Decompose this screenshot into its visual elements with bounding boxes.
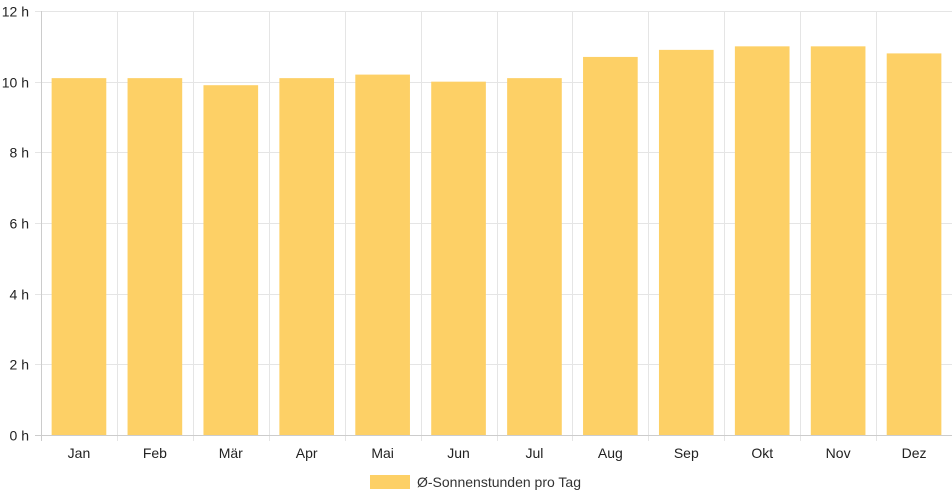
x-axis-ticks: Jan Feb Mär Apr Mai Jun Jul Aug Sep Okt Nov Dez — [68, 445, 927, 461]
bar-jan[interactable] — [51, 78, 107, 435]
legend[interactable]: Ø-Sonnenstunden pro Tag — [370, 474, 581, 490]
bar-sep[interactable] — [658, 49, 714, 435]
y-tick-label: 6 h — [10, 216, 29, 232]
x-tick-label: Jan — [68, 445, 91, 461]
bar-feb[interactable] — [127, 78, 183, 435]
x-tick-label: Apr — [296, 445, 318, 461]
bar-okt[interactable] — [734, 46, 790, 435]
bar-nov[interactable] — [810, 46, 866, 435]
bars — [51, 46, 942, 436]
grid-lines — [35, 11, 952, 441]
x-tick-label: Okt — [751, 445, 773, 461]
y-tick-label: 8 h — [10, 145, 29, 161]
bar-jun[interactable] — [431, 81, 486, 436]
x-tick-label: Jul — [526, 445, 544, 461]
x-tick-label: Aug — [598, 445, 623, 461]
bar-apr[interactable] — [279, 78, 335, 435]
y-tick-label: 12 h — [2, 4, 29, 20]
legend-label[interactable]: Ø-Sonnenstunden pro Tag — [417, 474, 581, 490]
y-tick-label: 10 h — [2, 75, 29, 91]
y-tick-label: 0 h — [10, 428, 29, 444]
x-tick-label: Mai — [371, 445, 394, 461]
x-tick-label: Dez — [902, 445, 927, 461]
x-tick-label: Feb — [143, 445, 167, 461]
bar-dez[interactable] — [886, 53, 942, 436]
bar-jul[interactable] — [507, 78, 562, 435]
y-axis-ticks: 0 h 2 h 4 h 6 h 8 h 10 h 12 h — [2, 4, 29, 444]
x-tick-label: Nov — [826, 445, 851, 461]
axes — [35, 11, 952, 441]
x-tick-label: Mär — [219, 445, 243, 461]
bar-aug[interactable] — [583, 56, 638, 435]
y-tick-label: 2 h — [10, 357, 29, 373]
bar-mai[interactable] — [355, 74, 410, 435]
x-tick-label: Sep — [674, 445, 699, 461]
y-tick-label: 4 h — [10, 287, 29, 303]
legend-swatch[interactable] — [370, 475, 410, 489]
bar-mär[interactable] — [203, 85, 259, 435]
x-tick-label: Jun — [447, 445, 470, 461]
